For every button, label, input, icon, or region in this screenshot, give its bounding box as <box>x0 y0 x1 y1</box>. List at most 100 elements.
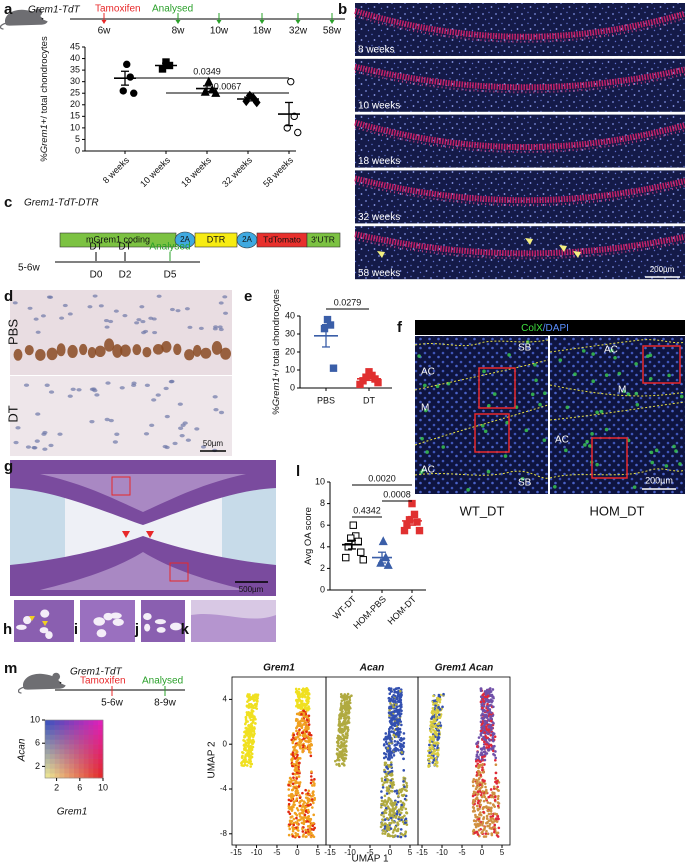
cell <box>304 835 308 839</box>
cell <box>346 734 349 737</box>
y-axis-label-part: +/ total chondrocytes <box>39 36 50 124</box>
cell <box>489 819 493 823</box>
cell <box>148 316 154 320</box>
lacuna <box>154 619 167 625</box>
cell <box>287 783 290 787</box>
legend-cell <box>74 749 80 755</box>
cell <box>432 758 436 762</box>
cell <box>397 794 400 798</box>
cell <box>87 346 97 359</box>
cell <box>495 820 499 823</box>
legend-cell <box>78 744 84 750</box>
cell <box>474 823 478 827</box>
cell <box>289 781 293 784</box>
cell <box>396 823 400 827</box>
cell <box>381 786 385 789</box>
legend-cell <box>78 773 84 779</box>
cell <box>385 765 388 769</box>
legend-cell <box>45 734 51 740</box>
cell <box>306 689 310 692</box>
cell <box>300 705 303 708</box>
cell <box>309 775 313 778</box>
cell <box>400 747 404 751</box>
cell <box>89 419 95 424</box>
cell <box>479 811 482 814</box>
cell <box>434 725 438 729</box>
cell <box>243 734 246 738</box>
cell <box>474 825 478 829</box>
cell <box>247 728 251 731</box>
cell <box>390 763 393 766</box>
cell <box>494 763 498 767</box>
cell <box>301 791 304 795</box>
cell <box>251 694 255 697</box>
cell <box>543 391 547 396</box>
cell <box>312 813 316 817</box>
cell <box>432 724 435 727</box>
y-tick-label: -8 <box>220 829 228 838</box>
cell <box>435 764 439 768</box>
cell <box>491 688 495 691</box>
legend-cell <box>59 749 65 755</box>
cell <box>297 695 301 699</box>
legend-cell <box>88 720 94 726</box>
cell <box>439 724 443 727</box>
cell <box>583 443 587 447</box>
x-tick-label: -15 <box>324 848 336 857</box>
cell <box>311 784 314 787</box>
cell <box>388 705 391 709</box>
cell <box>392 710 395 713</box>
legend-cell <box>45 763 51 769</box>
boundary <box>414 404 549 446</box>
cell <box>478 759 481 763</box>
x-tick-label: 6 <box>77 782 82 792</box>
cell <box>300 692 303 696</box>
cell <box>348 696 351 700</box>
construct-label: 3'UTR <box>311 234 335 244</box>
cell <box>599 409 604 414</box>
cell <box>185 438 191 442</box>
cell <box>481 766 484 769</box>
cell <box>477 819 481 823</box>
arrowhead <box>377 251 385 258</box>
cells <box>12 294 232 453</box>
x-tick-label: -10 <box>251 848 263 857</box>
legend-cell <box>98 753 104 759</box>
strain-name: Grem1-TdT <box>70 667 123 678</box>
cell <box>385 786 389 789</box>
cell <box>385 792 389 795</box>
cell <box>340 699 344 703</box>
cell <box>471 780 475 784</box>
cell <box>313 778 316 781</box>
cell <box>292 778 296 782</box>
cell <box>303 813 307 817</box>
cell <box>479 720 483 724</box>
cell <box>287 794 291 797</box>
cell <box>654 448 659 453</box>
cell <box>402 833 405 837</box>
boundary <box>414 339 549 347</box>
cell <box>198 326 204 330</box>
cell <box>477 773 481 777</box>
cell <box>338 727 342 731</box>
tdtomato-band <box>354 231 685 257</box>
cell <box>496 815 500 818</box>
cell <box>87 305 93 309</box>
fluorescence-image <box>355 170 685 224</box>
strain-name: Grem1-TdT <box>28 5 81 16</box>
cell <box>436 711 440 714</box>
cell <box>477 828 481 832</box>
day-label: D0 <box>90 270 103 281</box>
data-point <box>294 128 302 137</box>
cell <box>92 294 98 298</box>
cell <box>290 738 294 742</box>
cell <box>293 748 296 751</box>
legend-cell <box>64 768 70 774</box>
cell <box>489 788 493 791</box>
cell <box>485 806 489 810</box>
panel-title: Acan <box>359 663 384 674</box>
cell <box>558 358 563 362</box>
cell <box>394 807 397 810</box>
cell <box>289 776 292 780</box>
cell <box>152 330 158 335</box>
